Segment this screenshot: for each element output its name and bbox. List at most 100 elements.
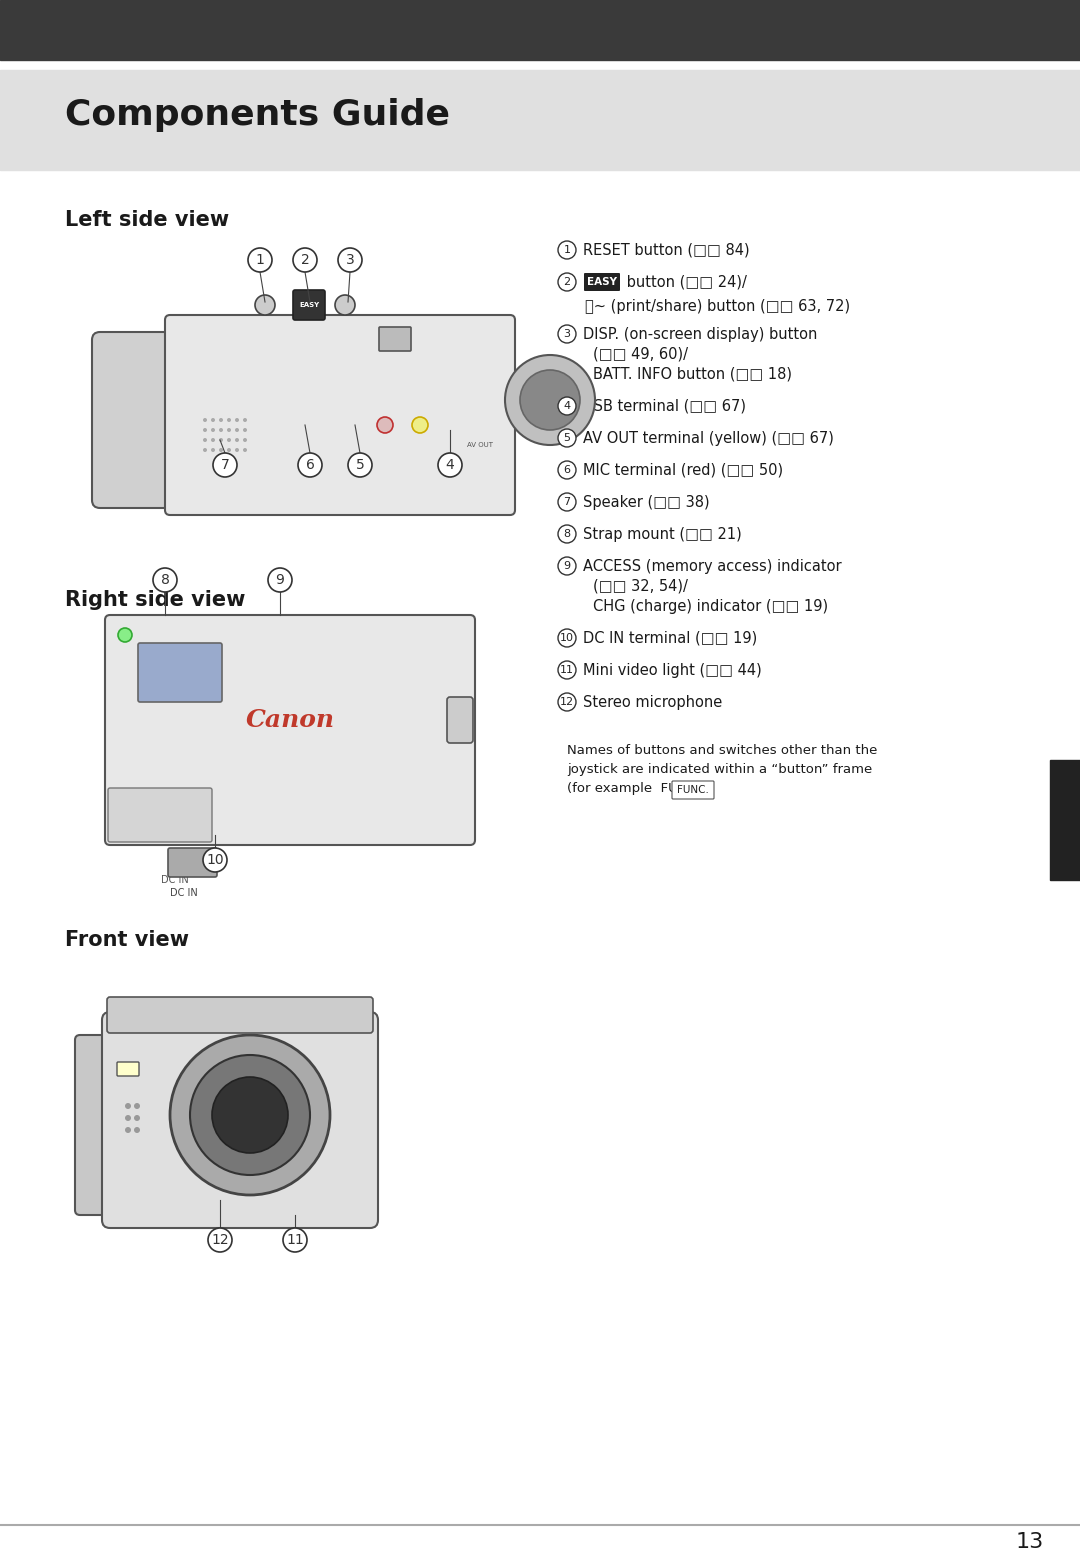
Text: ACCESS (memory access) indicator: ACCESS (memory access) indicator bbox=[583, 558, 841, 574]
Text: 13: 13 bbox=[1016, 1532, 1044, 1552]
Circle shape bbox=[298, 452, 322, 477]
Circle shape bbox=[235, 418, 239, 423]
Circle shape bbox=[227, 438, 231, 441]
Text: AV OUT: AV OUT bbox=[467, 441, 492, 448]
Circle shape bbox=[558, 462, 576, 479]
Text: 11: 11 bbox=[286, 1232, 303, 1246]
Bar bbox=[0, 0, 1080, 59]
Text: 7: 7 bbox=[564, 498, 570, 507]
Text: Left side view: Left side view bbox=[65, 211, 229, 229]
Circle shape bbox=[190, 1055, 310, 1175]
Circle shape bbox=[558, 429, 576, 448]
Text: 3: 3 bbox=[564, 329, 570, 339]
Circle shape bbox=[219, 448, 222, 452]
Circle shape bbox=[227, 448, 231, 452]
Circle shape bbox=[235, 427, 239, 432]
Text: BATT. INFO button (□□ 18): BATT. INFO button (□□ 18) bbox=[593, 367, 792, 382]
Circle shape bbox=[283, 1228, 307, 1253]
Circle shape bbox=[203, 849, 227, 872]
Circle shape bbox=[558, 526, 576, 543]
Circle shape bbox=[118, 629, 132, 643]
Circle shape bbox=[170, 1034, 330, 1195]
Text: DISP. (on-screen display) button: DISP. (on-screen display) button bbox=[583, 326, 818, 342]
Text: DC IN: DC IN bbox=[170, 888, 198, 899]
Circle shape bbox=[203, 438, 207, 441]
Circle shape bbox=[558, 324, 576, 343]
Text: EASY: EASY bbox=[588, 278, 617, 287]
Circle shape bbox=[558, 661, 576, 679]
FancyBboxPatch shape bbox=[584, 273, 620, 292]
Circle shape bbox=[219, 427, 222, 432]
Circle shape bbox=[558, 557, 576, 576]
Circle shape bbox=[235, 448, 239, 452]
Circle shape bbox=[213, 452, 237, 477]
Text: (□□ 49, 60)/: (□□ 49, 60)/ bbox=[593, 346, 688, 362]
Circle shape bbox=[153, 568, 177, 591]
Circle shape bbox=[248, 248, 272, 271]
Text: button (□□ 24)/: button (□□ 24)/ bbox=[622, 275, 747, 290]
Circle shape bbox=[243, 427, 247, 432]
FancyBboxPatch shape bbox=[108, 788, 212, 842]
Circle shape bbox=[558, 629, 576, 647]
Text: 9: 9 bbox=[564, 562, 570, 571]
Text: 6: 6 bbox=[306, 459, 314, 473]
Text: MIC terminal (red) (□□ 50): MIC terminal (red) (□□ 50) bbox=[583, 462, 783, 477]
FancyBboxPatch shape bbox=[138, 643, 222, 702]
Text: 1: 1 bbox=[256, 253, 265, 267]
Text: 1: 1 bbox=[564, 245, 570, 254]
Text: 10: 10 bbox=[206, 853, 224, 867]
Circle shape bbox=[243, 448, 247, 452]
Circle shape bbox=[125, 1103, 131, 1109]
Text: 5: 5 bbox=[355, 459, 364, 473]
Text: 4: 4 bbox=[564, 401, 570, 410]
FancyBboxPatch shape bbox=[165, 315, 515, 515]
Circle shape bbox=[335, 295, 355, 315]
Text: 4: 4 bbox=[446, 459, 455, 473]
FancyBboxPatch shape bbox=[105, 615, 475, 846]
Circle shape bbox=[519, 370, 580, 431]
Text: Front view: Front view bbox=[65, 930, 189, 950]
Circle shape bbox=[558, 273, 576, 292]
Circle shape bbox=[558, 396, 576, 415]
Text: 11: 11 bbox=[561, 665, 573, 675]
Circle shape bbox=[208, 1228, 232, 1253]
FancyBboxPatch shape bbox=[107, 997, 373, 1033]
Text: 8: 8 bbox=[161, 573, 170, 587]
Circle shape bbox=[211, 448, 215, 452]
Text: RESET button (□□ 84): RESET button (□□ 84) bbox=[583, 242, 750, 257]
Text: (□□ 32, 54)/: (□□ 32, 54)/ bbox=[593, 579, 688, 593]
Text: 12: 12 bbox=[212, 1232, 229, 1246]
Text: EASY: EASY bbox=[299, 303, 319, 307]
Circle shape bbox=[227, 418, 231, 423]
FancyBboxPatch shape bbox=[117, 1062, 139, 1076]
FancyBboxPatch shape bbox=[168, 849, 217, 877]
Circle shape bbox=[558, 240, 576, 259]
Text: 12: 12 bbox=[559, 697, 575, 707]
Text: FUNC.: FUNC. bbox=[677, 785, 708, 796]
Circle shape bbox=[227, 427, 231, 432]
FancyBboxPatch shape bbox=[672, 782, 714, 799]
Text: Mini video light (□□ 44): Mini video light (□□ 44) bbox=[583, 663, 761, 677]
Circle shape bbox=[293, 248, 318, 271]
Bar bbox=[0, 70, 1080, 170]
FancyBboxPatch shape bbox=[92, 332, 188, 509]
Text: 10: 10 bbox=[561, 633, 573, 643]
Text: DC IN: DC IN bbox=[161, 875, 189, 885]
Text: 2: 2 bbox=[300, 253, 309, 267]
Circle shape bbox=[211, 427, 215, 432]
Text: USB terminal (□□ 67): USB terminal (□□ 67) bbox=[583, 398, 746, 413]
Circle shape bbox=[219, 418, 222, 423]
FancyBboxPatch shape bbox=[447, 697, 473, 743]
Text: ⎙∼ (print/share) button (□□ 63, 72): ⎙∼ (print/share) button (□□ 63, 72) bbox=[585, 298, 850, 314]
Circle shape bbox=[235, 438, 239, 441]
Text: 2: 2 bbox=[564, 278, 570, 287]
Text: 7: 7 bbox=[220, 459, 229, 473]
Circle shape bbox=[348, 452, 372, 477]
Circle shape bbox=[203, 418, 207, 423]
Text: Components Guide: Components Guide bbox=[65, 98, 450, 133]
Circle shape bbox=[211, 438, 215, 441]
Circle shape bbox=[255, 295, 275, 315]
Circle shape bbox=[505, 356, 595, 445]
Circle shape bbox=[219, 438, 222, 441]
Text: 3: 3 bbox=[346, 253, 354, 267]
